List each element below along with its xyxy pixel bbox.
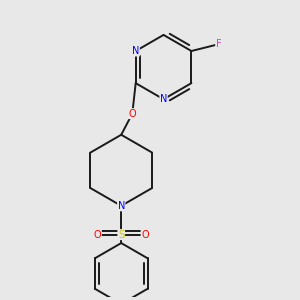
Text: S: S <box>118 230 124 240</box>
Text: N: N <box>160 94 167 104</box>
Text: N: N <box>118 201 125 211</box>
Text: O: O <box>128 109 136 118</box>
Text: N: N <box>132 46 140 56</box>
Text: O: O <box>141 230 149 240</box>
Text: F: F <box>216 39 221 49</box>
Text: O: O <box>94 230 101 240</box>
